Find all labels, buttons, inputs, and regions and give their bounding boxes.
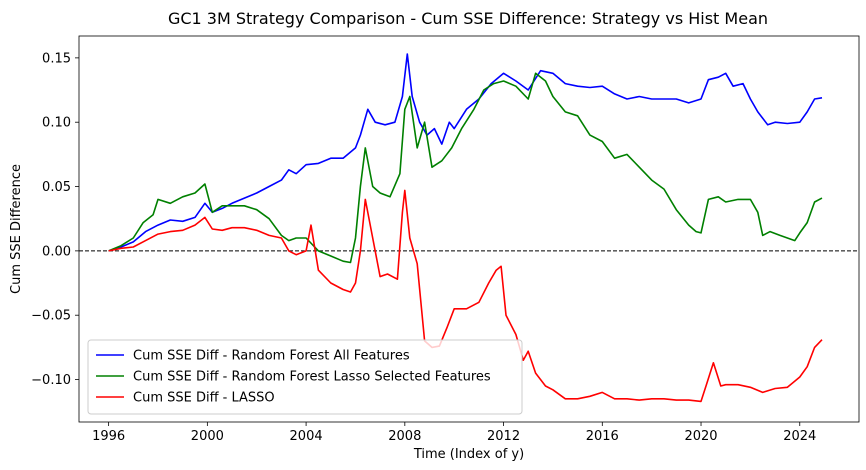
y-tick-label: −0.10	[31, 373, 71, 388]
y-axis-title: Cum SSE Difference	[9, 164, 24, 294]
chart-title: GC1 3M Strategy Comparison - Cum SSE Dif…	[168, 9, 768, 28]
x-tick-label: 2016	[586, 429, 619, 444]
legend: Cum SSE Diff - Random Forest All Feature…	[87, 339, 523, 415]
x-tick-label: 2012	[487, 429, 520, 444]
x-tick-label: 1996	[92, 429, 125, 444]
series-layer	[108, 53, 823, 403]
x-tick-label: 2008	[388, 429, 421, 444]
y-tick-label: −0.05	[31, 309, 71, 324]
legend-label-1: Cum SSE Diff - Random Forest All Feature…	[133, 349, 410, 364]
y-tick-label: 0.00	[42, 244, 71, 259]
x-tick-label: 2024	[783, 429, 816, 444]
series-line-2	[108, 72, 823, 264]
x-tick-label: 2004	[290, 429, 323, 444]
x-axis: 1996 2000 2004 2008 2012 2016 2020 2024	[92, 422, 816, 444]
x-axis-title: Time (Index of y)	[413, 447, 524, 462]
x-tick-label: 2000	[191, 429, 224, 444]
legend-label-3: Cum SSE Diff - LASSO	[133, 391, 275, 406]
series-line-1	[108, 53, 823, 252]
series-line-3	[108, 189, 823, 403]
y-axis: −0.10 −0.05 0.00 0.05 0.10 0.15	[31, 51, 79, 388]
y-tick-label: 0.05	[42, 180, 71, 195]
plot-frame	[78, 35, 860, 423]
y-tick-label: 0.10	[42, 116, 71, 131]
y-tick-label: 0.15	[42, 51, 71, 66]
legend-items: Cum SSE Diff - Random Forest All Feature…	[96, 349, 491, 406]
legend-label-2: Cum SSE Diff - Random Forest Lasso Selec…	[133, 370, 491, 385]
legend-box	[87, 339, 523, 415]
x-tick-label: 2020	[684, 429, 717, 444]
